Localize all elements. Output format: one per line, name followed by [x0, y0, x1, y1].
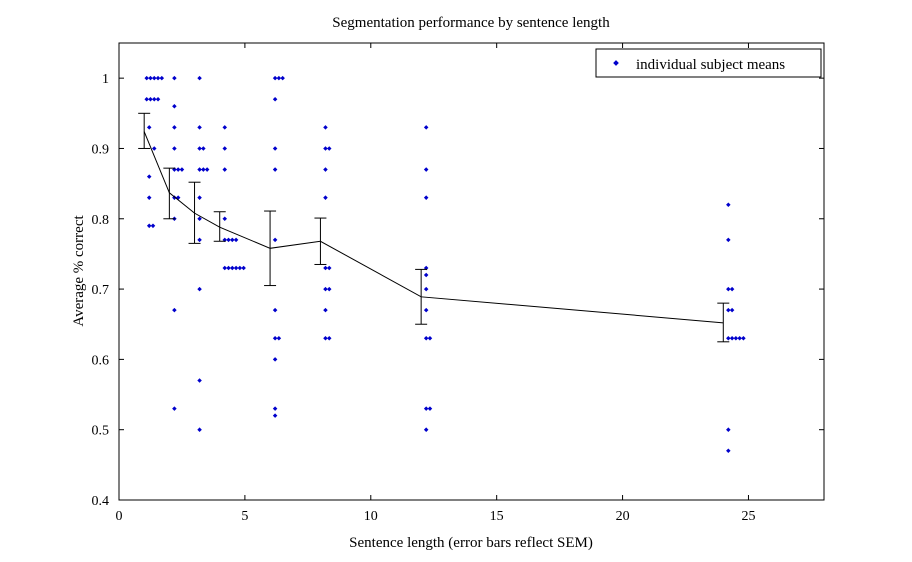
- data-point: [323, 307, 328, 313]
- y-tick-label: 0.9: [92, 142, 110, 157]
- x-tick-label: 5: [241, 509, 248, 524]
- legend-marker: [613, 60, 619, 66]
- data-point: [726, 448, 731, 454]
- data-point: [737, 336, 742, 341]
- data-point: [427, 336, 433, 341]
- data-point: [276, 336, 282, 341]
- data-point: [172, 104, 177, 109]
- data-point: [726, 286, 731, 292]
- data-point: [326, 146, 332, 151]
- data-point: [172, 75, 177, 81]
- data-point: [726, 336, 731, 341]
- data-point: [272, 336, 278, 341]
- data-point: [323, 146, 328, 151]
- data-point: [423, 307, 429, 313]
- x-tick-label: 25: [741, 509, 755, 524]
- data-point: [272, 357, 278, 362]
- data-point: [146, 125, 152, 130]
- data-point: [423, 427, 429, 432]
- y-tick-label: 0.4: [92, 494, 110, 509]
- data-point: [326, 286, 332, 292]
- data-point: [197, 125, 202, 130]
- data-point: [741, 336, 746, 341]
- data-point: [272, 406, 278, 411]
- y-tick-label: 0.7: [92, 283, 110, 298]
- legend-box: [595, 48, 822, 78]
- plot-area-frame: [118, 42, 825, 501]
- y-tick-label: 1: [102, 72, 109, 87]
- data-point: [222, 125, 228, 130]
- data-point: [272, 307, 278, 313]
- data-point: [729, 336, 735, 341]
- data-point: [272, 146, 278, 151]
- x-axis-label: Sentence length (error bars reflect SEM): [349, 535, 593, 551]
- y-tick-label: 0.5: [92, 424, 110, 439]
- data-point: [729, 307, 735, 313]
- data-point: [726, 427, 731, 432]
- data-point: [197, 75, 202, 81]
- legend: individual subject means: [595, 48, 822, 78]
- x-tick-label: 20: [616, 509, 630, 524]
- data-point: [172, 125, 177, 130]
- data-point: [423, 125, 429, 130]
- data-point: [155, 96, 161, 102]
- x-axis: 0 5 10 15 20 25: [116, 43, 755, 524]
- data-point: [726, 307, 731, 313]
- x-tick-label: 10: [364, 509, 378, 524]
- x-tick-label: 0: [116, 509, 123, 524]
- error-bars: [138, 112, 730, 343]
- y-tick-label: 0.6: [92, 353, 110, 368]
- data-point: [144, 96, 149, 102]
- data-point: [230, 265, 235, 271]
- data-point: [326, 265, 332, 271]
- data-point: [423, 167, 429, 172]
- data-point: [729, 286, 735, 292]
- data-point: [144, 75, 149, 81]
- data-point: [272, 413, 278, 418]
- data-point: [155, 75, 161, 81]
- data-point: [222, 265, 228, 271]
- mean-line: [143, 131, 724, 324]
- data-point: [323, 265, 328, 271]
- data-point: [427, 406, 433, 411]
- data-point: [423, 195, 429, 200]
- y-axis-label: Average % correct: [71, 215, 87, 327]
- data-point: [323, 286, 328, 292]
- chart-title: Segmentation performance by sentence len…: [332, 15, 610, 31]
- x-tick-label: 15: [490, 509, 504, 524]
- data-point: [423, 336, 429, 341]
- data-point: [423, 286, 429, 292]
- y-axis: 0.4 0.5 0.6 0.7 0.8 0.9 1: [92, 72, 824, 509]
- data-point: [323, 336, 328, 341]
- data-point: [237, 265, 243, 271]
- y-tick-label: 0.8: [92, 213, 110, 228]
- data-point: [423, 272, 429, 278]
- data-point: [423, 406, 429, 411]
- data-point: [326, 336, 332, 341]
- data-point: [733, 336, 739, 341]
- legend-entry-individual-subject-means: individual subject means: [636, 57, 785, 73]
